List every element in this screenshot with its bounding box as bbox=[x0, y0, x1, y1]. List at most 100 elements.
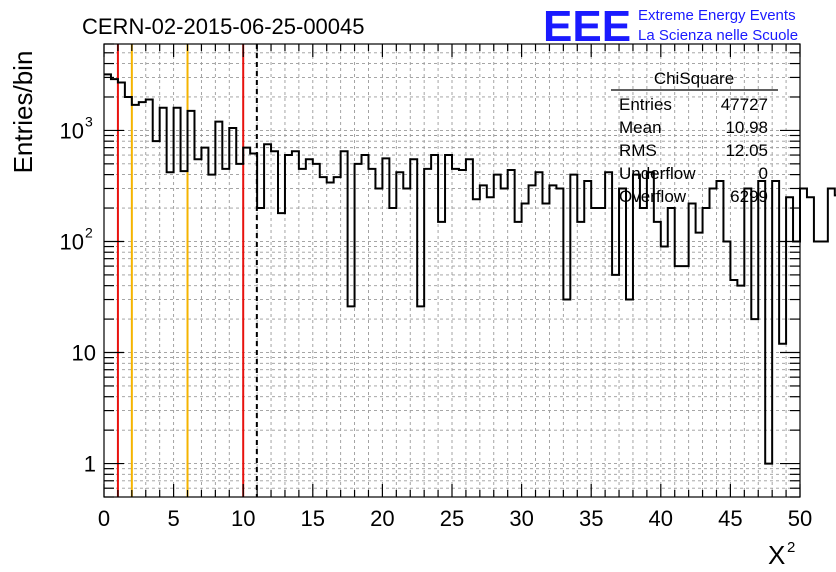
histogram-bin bbox=[828, 188, 835, 497]
stats-row-value: 12.05 bbox=[725, 141, 768, 160]
histogram-bin bbox=[299, 169, 306, 497]
histogram-bin bbox=[682, 266, 689, 497]
histogram-bin bbox=[710, 188, 717, 497]
histogram-bin bbox=[132, 105, 139, 497]
histogram-bin bbox=[188, 111, 195, 497]
histogram-bin bbox=[758, 181, 765, 497]
histogram-bin bbox=[285, 155, 292, 497]
histogram-bin bbox=[703, 208, 710, 497]
histogram-bin bbox=[675, 266, 682, 497]
histogram-bin bbox=[598, 208, 605, 497]
histogram-bin bbox=[501, 188, 508, 497]
histogram-bin bbox=[466, 159, 473, 497]
histogram-bin bbox=[139, 102, 146, 497]
histogram-bin bbox=[821, 241, 828, 497]
histogram-bin bbox=[341, 151, 348, 497]
x-tick-label: 40 bbox=[649, 506, 673, 531]
x-axis-title-superscript: 2 bbox=[787, 539, 795, 556]
histogram-bin bbox=[723, 241, 730, 497]
histogram-bin bbox=[612, 275, 619, 497]
chart-title: CERN-02-2015-06-25-00045 bbox=[82, 14, 365, 39]
stats-row-label: Entries bbox=[619, 95, 672, 114]
stats-row-value: 47727 bbox=[721, 95, 768, 114]
histogram-bin bbox=[737, 286, 744, 497]
histogram-bin bbox=[473, 199, 480, 497]
histogram-bin bbox=[487, 197, 494, 497]
histogram-bin bbox=[382, 158, 389, 497]
eee-logo-mark: EEE bbox=[543, 2, 631, 51]
histogram-bin bbox=[174, 108, 181, 497]
histogram-bin bbox=[508, 170, 515, 497]
x-tick-label: 45 bbox=[718, 506, 742, 531]
histogram-bars bbox=[104, 73, 836, 497]
histogram-bin bbox=[696, 233, 703, 497]
histogram-bin bbox=[264, 144, 271, 497]
stats-box-rows: Entries 47727 Mean 10.98 RMS 12.05 Underflow 0 O… bbox=[619, 95, 768, 206]
histogram-bin bbox=[348, 306, 355, 497]
stats-row-label: Underflow bbox=[619, 164, 696, 183]
histogram-bin bbox=[689, 203, 696, 497]
histogram-bin bbox=[215, 122, 222, 497]
histogram-bin bbox=[271, 151, 278, 497]
histogram-bin bbox=[229, 128, 236, 497]
histogram-bin bbox=[577, 222, 584, 497]
axis-ticks bbox=[103, 43, 801, 498]
y-tick-label: 10 bbox=[60, 229, 84, 254]
y-axis-title: Entries/bin bbox=[8, 51, 38, 174]
histogram-bin bbox=[438, 222, 445, 497]
histogram-bin bbox=[208, 175, 215, 497]
histogram-bin bbox=[306, 159, 313, 497]
stats-row-value: 6299 bbox=[730, 187, 768, 206]
histogram-bin bbox=[160, 108, 167, 497]
histogram-bin bbox=[327, 182, 334, 497]
histogram-bin bbox=[626, 300, 633, 497]
histogram-bin bbox=[389, 208, 396, 497]
histogram-bin bbox=[570, 175, 577, 497]
histogram-bin bbox=[549, 185, 556, 497]
stats-row-value: 0 bbox=[759, 164, 768, 183]
histogram-bin bbox=[396, 172, 403, 497]
x-tick-label: 0 bbox=[98, 506, 110, 531]
histogram-bin bbox=[800, 188, 807, 497]
histogram-bin bbox=[445, 155, 452, 497]
x-tick-label: 25 bbox=[440, 506, 464, 531]
histogram-bin bbox=[313, 164, 320, 497]
histogram-bin bbox=[480, 185, 487, 497]
histogram-bin bbox=[201, 148, 208, 497]
histogram-bin bbox=[236, 164, 243, 497]
x-tick-label: 50 bbox=[788, 506, 812, 531]
histogram-bin bbox=[452, 169, 459, 497]
histogram-bin bbox=[257, 208, 264, 497]
histogram-bin bbox=[633, 175, 640, 497]
histogram-bin bbox=[751, 319, 758, 497]
histogram-bin bbox=[243, 148, 250, 497]
histogram-bin bbox=[375, 188, 382, 497]
histogram-bin bbox=[320, 177, 327, 497]
histogram-bin bbox=[410, 159, 417, 497]
histogram-bin bbox=[167, 172, 174, 497]
x-tick-label: 10 bbox=[231, 506, 255, 531]
histogram-bin bbox=[556, 188, 563, 497]
histogram-bin bbox=[522, 203, 529, 497]
histogram-bin bbox=[814, 241, 821, 497]
y-tick-label: 1 bbox=[84, 452, 96, 477]
histogram-bin bbox=[125, 97, 132, 497]
histogram-bin bbox=[661, 247, 668, 497]
histogram-bin bbox=[250, 153, 257, 497]
histogram-bin bbox=[591, 208, 598, 497]
histogram-bin bbox=[529, 185, 536, 497]
histogram-bin bbox=[765, 464, 772, 497]
histogram-outline bbox=[104, 73, 836, 465]
stats-box-title: ChiSquare bbox=[654, 69, 734, 88]
stats-box: ChiSquare Entries 47727 Mean 10.98 RMS 12.05 U… bbox=[611, 69, 778, 206]
histogram-bin bbox=[668, 208, 675, 497]
histogram-bin bbox=[278, 213, 285, 497]
histogram-bin bbox=[807, 197, 814, 497]
histogram-bin bbox=[431, 155, 438, 497]
histogram-bin bbox=[716, 181, 723, 497]
stats-row-label: Mean bbox=[619, 118, 662, 137]
stats-row-label: RMS bbox=[619, 141, 657, 160]
histogram-bin bbox=[619, 188, 626, 497]
histogram-bin bbox=[153, 141, 160, 497]
